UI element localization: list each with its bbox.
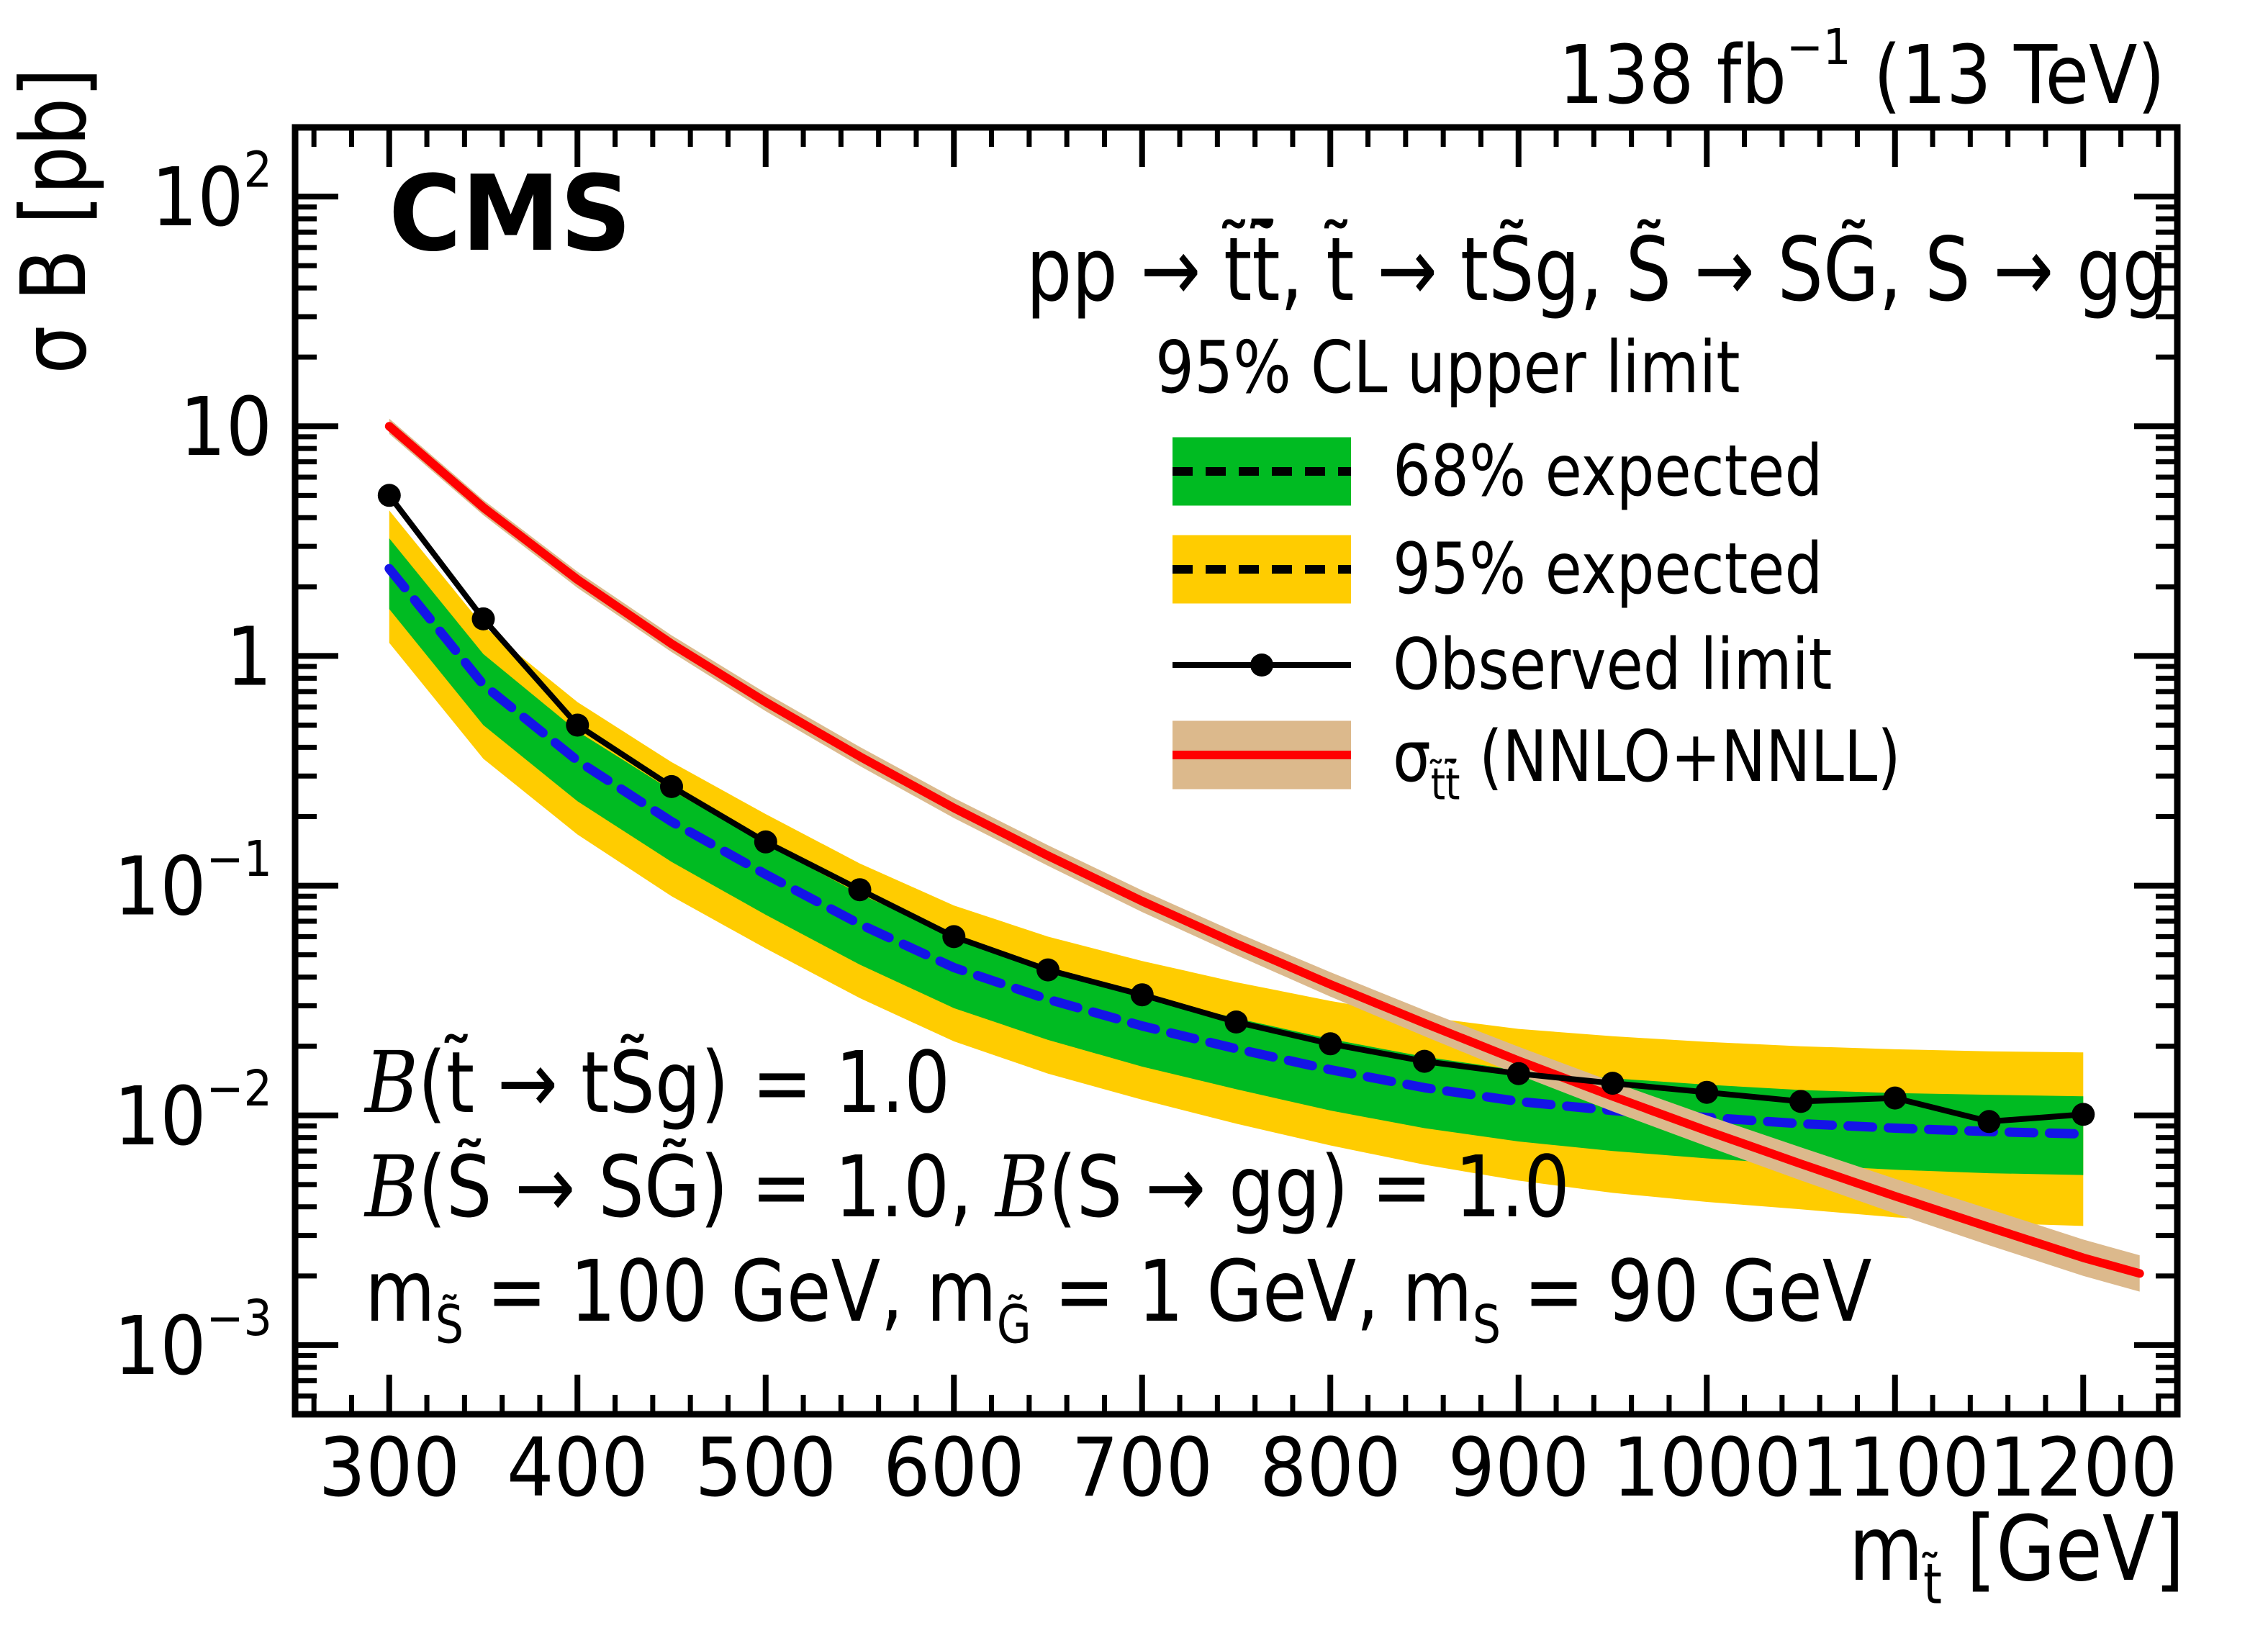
theory-nnlo-nnll--line xyxy=(384,422,2144,1278)
observed-point xyxy=(1601,1072,1625,1095)
x-tick-label: 900 xyxy=(1447,1421,1589,1515)
observed-point xyxy=(1130,983,1154,1007)
observed-point xyxy=(471,607,495,630)
process-label: pp → t̃t̃̄, t̃ → tS̃g, S̃ → SG̃, S → gg xyxy=(1026,217,2168,322)
observed-point xyxy=(1036,958,1060,982)
observed-point xyxy=(1695,1080,1719,1104)
observed-point xyxy=(942,925,966,949)
observed-point xyxy=(1506,1062,1530,1085)
observed-point xyxy=(1319,1032,1342,1056)
x-tick-label: 1100 xyxy=(1801,1421,1989,1515)
expected-limit-line xyxy=(384,564,2088,1139)
observed-point xyxy=(566,713,589,737)
x-tick-label: 400 xyxy=(507,1421,649,1515)
x-tick-label: 500 xyxy=(695,1421,836,1515)
observed-point xyxy=(754,830,777,854)
chart-layers xyxy=(377,418,2144,1292)
observed-point xyxy=(848,878,872,902)
x-tick-label: 300 xyxy=(318,1421,460,1515)
lumi-label: 138 fb−1 (13 TeV) xyxy=(1558,19,2165,122)
observed-point xyxy=(660,774,683,798)
legend-swatches xyxy=(1173,437,1351,790)
band-theory-band xyxy=(389,418,2140,1292)
x-tick-label: 700 xyxy=(1071,1421,1213,1515)
annotation-branching-1: B(t̃ → tS̃g) = 1.0 xyxy=(363,1033,950,1132)
y-tick-label: 1 xyxy=(226,610,272,704)
x-tick-label: 800 xyxy=(1260,1421,1401,1515)
legend-header: 95% CL upper limit xyxy=(1155,325,1740,409)
cms-label: CMS xyxy=(389,154,631,275)
annotation-masses: mS̃ = 100 GeV, mG̃ = 1 GeV, mS = 90 GeV xyxy=(365,1242,1871,1355)
observed-point xyxy=(1789,1090,1812,1113)
y-tick-label: 102 xyxy=(151,141,272,245)
y-axis-title: σ B [pb] xyxy=(2,68,107,374)
y-tick-label: 10 xyxy=(180,381,272,474)
y-tick-label: 10−1 xyxy=(114,831,272,934)
annotation-branching-2: B(S̃ → SG̃) = 1.0, B(S → gg) = 1.0 xyxy=(363,1137,1570,1236)
observed-point xyxy=(377,484,401,507)
x-tick-label: 1000 xyxy=(1612,1421,1801,1515)
plot-frame xyxy=(292,124,2181,1418)
legend-item-label: Observed limit xyxy=(1393,625,1832,706)
observed-point xyxy=(1224,1010,1248,1034)
axes: 300 400 500 600 700 800 900 1000 1100 1200 102 10 1 1… xyxy=(114,124,2181,1515)
observed-point xyxy=(1413,1049,1436,1073)
x-axis-title: mt̃ [GeV] xyxy=(1848,1497,2185,1617)
observed-point xyxy=(2072,1103,2095,1126)
legend-observed-dot xyxy=(1250,654,1273,677)
y-tick-label: 10−3 xyxy=(114,1290,272,1393)
observed-point xyxy=(1977,1110,2001,1134)
y-tick-label: 10−2 xyxy=(114,1060,272,1164)
legend-item-label: 68% expected xyxy=(1393,431,1822,512)
x-tick-label: 600 xyxy=(883,1421,1025,1515)
band-95-expected-band xyxy=(389,510,2084,1226)
legend-item-label: 95% expected xyxy=(1393,529,1822,610)
legend-item-label: σt̃t̃̄ (NNLO+NNLL) xyxy=(1393,717,1901,810)
observed-point xyxy=(1883,1086,1907,1110)
x-tick-label: 1200 xyxy=(1989,1421,2177,1515)
